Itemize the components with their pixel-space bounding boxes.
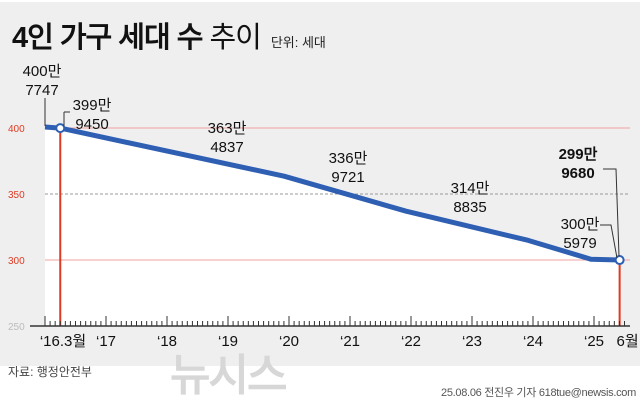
x-tick-label: ‘18 [157, 333, 177, 350]
title-row: 4인 가구 세대 수 추이 단위: 세대 [12, 14, 326, 56]
data-label-line2: 8835 [453, 199, 486, 216]
label-leader-line [63, 111, 70, 126]
data-label-line2: 9450 [75, 116, 108, 133]
data-label-line2: 9680 [561, 165, 594, 182]
y-tick-label: 350 [8, 190, 25, 201]
title-bold: 4인 가구 세대 수 [12, 22, 203, 54]
x-tick-label: ‘17 [96, 333, 116, 350]
data-label-line1: 300만 [561, 216, 600, 233]
credit-label: 25.08.06 전진우 기자 618tue@newsis.com [441, 387, 636, 399]
data-label-line2: 9721 [331, 169, 364, 186]
area-fill [45, 126, 620, 327]
data-label-line1: 363만 [208, 120, 247, 137]
data-label-line1: 336만 [329, 150, 368, 167]
data-label-line1: 299만 [559, 146, 598, 163]
label-leader-line [603, 168, 620, 257]
data-label-line1: 399만 [73, 97, 112, 114]
title-light: 추이 [209, 22, 261, 54]
source-label: 자료: 행정안전부 [8, 365, 92, 379]
x-tick-label: ‘20 [279, 333, 299, 350]
y-tick-label: 250 [8, 322, 25, 333]
data-label-line2: 7747 [25, 82, 58, 99]
x-tick-label: ‘21 [340, 333, 360, 350]
data-label-line2: 5979 [563, 235, 596, 252]
data-point-marker [614, 255, 625, 266]
y-tick-label: 400 [8, 124, 25, 135]
x-tick-label: ‘23 [462, 333, 482, 350]
x-tick-label: ‘25 [584, 333, 604, 350]
data-label-line1: 314만 [451, 180, 490, 197]
x-tick-label: ‘19 [218, 333, 238, 350]
data-point-marker [55, 123, 66, 134]
label-leader-line [600, 224, 618, 259]
chart-title: 4인 가구 세대 수 추이 [12, 14, 262, 56]
x-tick-label: ‘22 [401, 333, 421, 350]
x-tick-label: ‘16.3월 [40, 333, 86, 350]
x-tick-label: ‘24 [523, 333, 543, 350]
data-label-line1: 400만 [23, 63, 62, 80]
y-tick-label: 300 [8, 256, 25, 267]
data-label-line2: 4837 [210, 139, 243, 156]
x-tick-label: 6월 [617, 333, 639, 350]
newsis-watermark: 뉴시스 [170, 351, 287, 400]
unit-label: 단위: 세대 [270, 35, 326, 50]
